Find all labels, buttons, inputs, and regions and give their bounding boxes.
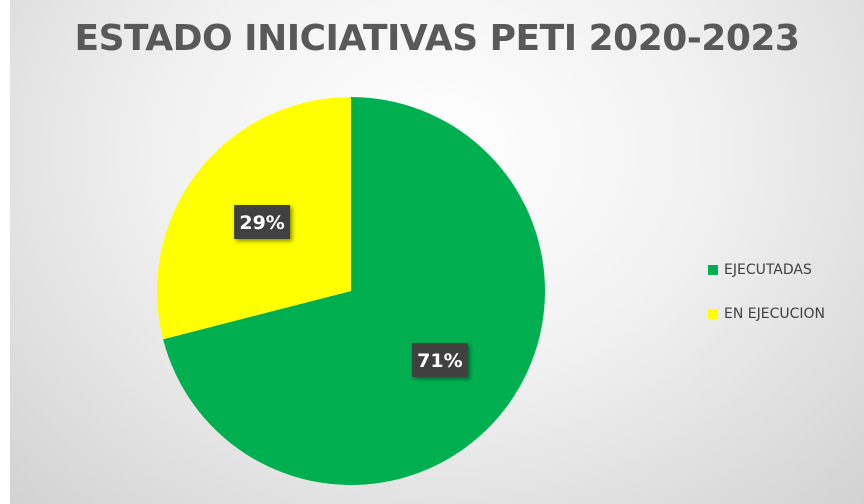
data-label-en-ejecucion: 29% xyxy=(234,205,291,240)
data-label-text: 71% xyxy=(417,350,462,372)
pie-chart: 71% 29% xyxy=(156,97,545,485)
legend-swatch-ejecutadas xyxy=(708,265,718,275)
data-label-box xyxy=(234,205,291,240)
chart-area: ESTADO INICIATIVAS PETI 2020-2023 71% 29%… xyxy=(10,0,864,504)
data-label-ejecutadas: 71% xyxy=(411,342,468,377)
data-label-box xyxy=(411,342,468,377)
chart-title: ESTADO INICIATIVAS PETI 2020-2023 xyxy=(74,18,800,59)
legend-item-en-ejecucion: EN EJECUCION xyxy=(708,300,825,328)
legend-label-en-ejecucion: EN EJECUCION xyxy=(724,306,826,322)
pie-slice-ejecutadas xyxy=(163,97,545,485)
legend-item-ejecutadas: EJECUTADAS xyxy=(708,256,825,284)
data-label-text: 29% xyxy=(239,212,284,234)
legend: EJECUTADAS EN EJECUCION xyxy=(708,256,825,344)
legend-swatch-en-ejecucion xyxy=(708,309,718,319)
legend-label-ejecutadas: EJECUTADAS xyxy=(724,262,812,278)
